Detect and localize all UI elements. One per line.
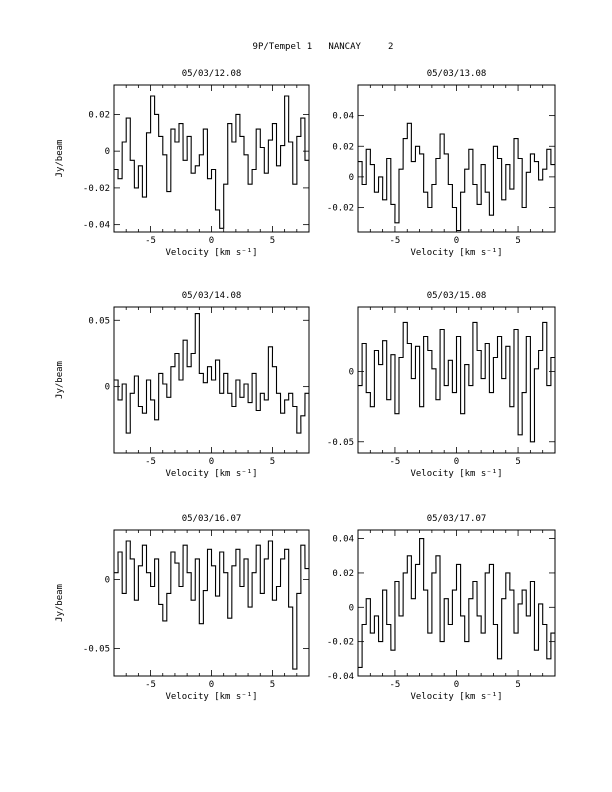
x-axis-label: Velocity [km s⁻¹] bbox=[165, 692, 257, 702]
x-tick-label: 0 bbox=[209, 457, 214, 467]
x-tick-label: -5 bbox=[145, 457, 156, 467]
panel-title: 05/03/13.08 bbox=[427, 69, 487, 79]
panel-title: 05/03/16.07 bbox=[182, 514, 242, 524]
x-tick-label: -5 bbox=[390, 680, 401, 690]
y-axis-label: Jy/beam bbox=[55, 584, 65, 622]
y-axis-label: Jy/beam bbox=[55, 361, 65, 399]
x-tick-label: 0 bbox=[209, 680, 214, 690]
panel-title: 05/03/12.08 bbox=[182, 69, 242, 79]
y-tick-label: 0.02 bbox=[332, 569, 354, 579]
x-axis-label: Velocity [km s⁻¹] bbox=[165, 469, 257, 479]
y-tick-label: 0 bbox=[349, 368, 354, 378]
x-tick-label: 5 bbox=[270, 457, 275, 467]
y-tick-label: -0.02 bbox=[83, 184, 110, 194]
y-tick-label: -0.02 bbox=[327, 204, 354, 214]
x-axis-label: Velocity [km s⁻¹] bbox=[410, 469, 502, 479]
x-tick-label: 5 bbox=[515, 680, 520, 690]
spectrum-panel-6: 05/03/17.07 -5 0 5 -0.04 -0.02 0 0.02 0.04 Veloci… bbox=[327, 514, 556, 702]
spectrum-series bbox=[114, 95, 309, 229]
y-tick-label: 0 bbox=[349, 603, 354, 613]
x-tick-label: 5 bbox=[515, 457, 520, 467]
plot-frame bbox=[357, 529, 556, 677]
x-tick-label: 0 bbox=[454, 457, 459, 467]
spectrum-panel-2: 05/03/13.08 -5 0 5 -0.02 0 0.02 0.04 Velocity [k… bbox=[327, 69, 556, 258]
plot-frame bbox=[113, 84, 310, 233]
spectrum-panel-3: 05/03/14.08 -5 0 5 0 0.05 Velocity [km s⁻¹] Jy/… bbox=[55, 291, 310, 479]
x-axis-label: Velocity [km s⁻¹] bbox=[410, 248, 502, 258]
y-tick-label: 0 bbox=[105, 147, 110, 157]
x-tick-label: 0 bbox=[454, 680, 459, 690]
spectrum-series bbox=[358, 321, 555, 443]
spectrum-series bbox=[358, 538, 555, 668]
y-tick-label: 0.02 bbox=[88, 110, 110, 120]
y-tick-label: 0.02 bbox=[332, 142, 354, 152]
y-tick-label: -0.04 bbox=[83, 221, 110, 231]
x-axis-label: Velocity [km s⁻¹] bbox=[165, 248, 257, 258]
spectrum-series bbox=[358, 122, 555, 232]
x-tick-label: -5 bbox=[145, 680, 156, 690]
page-title: 9P/Tempel 1 NANCAY 2 bbox=[253, 42, 394, 52]
y-tick-label: -0.05 bbox=[327, 438, 354, 448]
x-axis-label: Velocity [km s⁻¹] bbox=[410, 692, 502, 702]
y-tick-label: 0.04 bbox=[332, 535, 354, 545]
y-tick-label: 0.04 bbox=[332, 112, 354, 122]
spectrum-series bbox=[114, 313, 309, 434]
y-tick-label: -0.04 bbox=[327, 672, 354, 682]
x-tick-label: 0 bbox=[209, 236, 214, 246]
x-tick-label: -5 bbox=[390, 457, 401, 467]
x-tick-label: 5 bbox=[515, 236, 520, 246]
x-tick-label: -5 bbox=[145, 236, 156, 246]
y-tick-label: 0 bbox=[105, 576, 110, 586]
panel-title: 05/03/14.08 bbox=[182, 291, 242, 301]
panel-title: 05/03/17.07 bbox=[427, 514, 487, 524]
x-tick-label: 5 bbox=[270, 236, 275, 246]
y-axis-label: Jy/beam bbox=[55, 140, 65, 178]
y-tick-label: -0.02 bbox=[327, 638, 354, 648]
chart-panels: 05/03/12.08 -5 0 5 -0.04 -0.02 0 0.02 Velocity [… bbox=[55, 69, 556, 702]
spectrum-panel-1: 05/03/12.08 -5 0 5 -0.04 -0.02 0 0.02 Velocity [… bbox=[55, 69, 310, 258]
spectrum-series bbox=[114, 540, 309, 670]
y-tick-label: -0.05 bbox=[83, 644, 110, 654]
spectrum-panel-5: 05/03/16.07 -5 0 5 -0.05 0 Velocity [km s⁻¹] Jy… bbox=[55, 514, 310, 702]
y-tick-label: 0 bbox=[105, 383, 110, 393]
x-tick-label: -5 bbox=[390, 236, 401, 246]
panel-title: 05/03/15.08 bbox=[427, 291, 487, 301]
x-tick-label: 5 bbox=[270, 680, 275, 690]
y-tick-label: 0.05 bbox=[88, 316, 110, 326]
y-tick-label: 0 bbox=[349, 173, 354, 183]
x-tick-label: 0 bbox=[454, 236, 459, 246]
spectrum-panel-4: 05/03/15.08 -5 0 5 -0.05 0 Velocity [km s⁻¹] bbox=[327, 291, 556, 479]
